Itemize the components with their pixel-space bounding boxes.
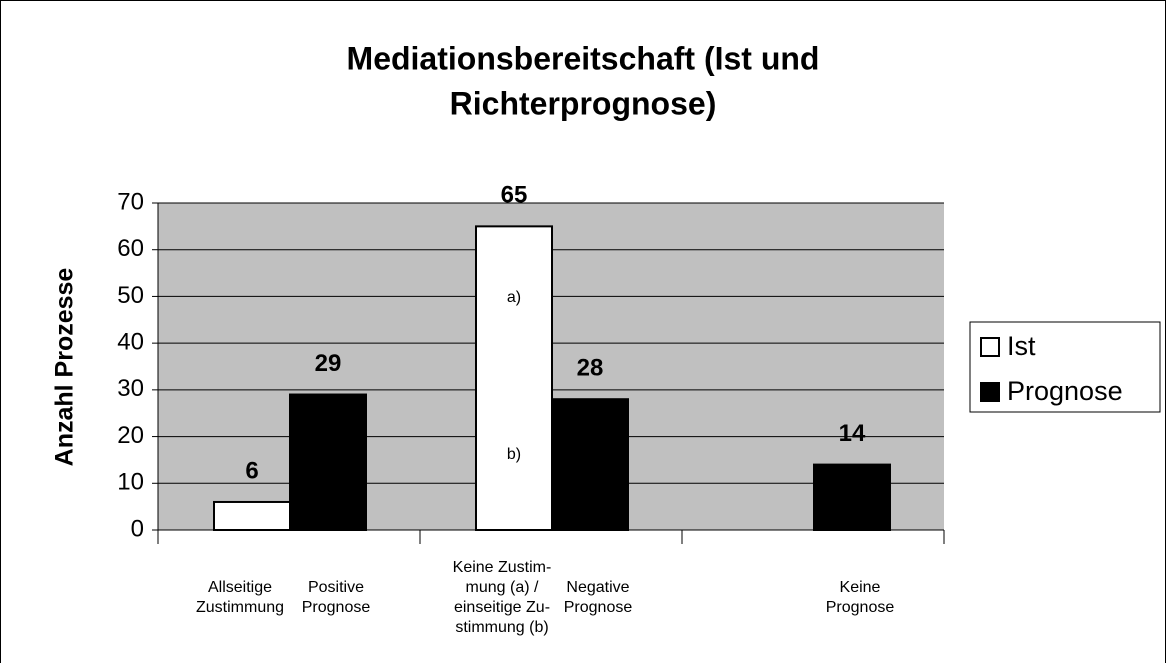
legend-box — [969, 321, 1161, 413]
value-label: 65 — [501, 182, 528, 209]
y-tick-label: 0 — [131, 515, 144, 542]
x-tick-label: Prognose — [302, 599, 371, 616]
chart-title: Richterprognose) — [450, 85, 717, 121]
x-tick-label: stimmung (b) — [455, 619, 548, 636]
y-tick-label: 40 — [117, 328, 144, 355]
bar — [213, 500, 291, 532]
legend-swatch — [980, 337, 1000, 357]
legend-label: Prognose — [1007, 376, 1123, 406]
x-tick-label: Keine Zustim- — [453, 559, 552, 576]
x-tick-label: Positive — [308, 579, 364, 596]
bar — [551, 398, 629, 532]
x-tick-label: mung (a) / — [466, 579, 539, 596]
bar — [475, 225, 553, 531]
x-tick-label: Prognose — [826, 599, 895, 616]
bar — [813, 463, 891, 532]
y-tick-label: 70 — [117, 188, 144, 215]
x-tick-label: Prognose — [564, 599, 633, 616]
x-tick-label: Zustimmung — [196, 599, 284, 616]
annotation: b) — [507, 446, 521, 463]
chart-title: Mediationsbereitschaft (Ist und — [347, 40, 820, 76]
value-label: 6 — [245, 457, 258, 484]
y-tick-label: 10 — [117, 469, 144, 496]
x-tick-label: Allseitige — [208, 579, 272, 596]
y-axis-title: Anzahl Prozesse — [51, 268, 79, 467]
y-tick-label: 20 — [117, 422, 144, 449]
annotation: a) — [507, 289, 521, 306]
x-tick-label: einseitige Zu- — [454, 599, 550, 616]
value-label: 29 — [315, 350, 342, 377]
value-label: 28 — [577, 355, 604, 382]
bar — [289, 393, 367, 531]
legend-swatch — [980, 382, 1000, 402]
x-tick-label: Negative — [566, 579, 629, 596]
y-tick-label: 50 — [117, 282, 144, 309]
x-tick-label: Keine — [840, 579, 881, 596]
y-tick-label: 60 — [117, 235, 144, 262]
value-label: 14 — [839, 420, 866, 447]
y-tick-label: 30 — [117, 375, 144, 402]
legend-label: Ist — [1007, 331, 1036, 361]
